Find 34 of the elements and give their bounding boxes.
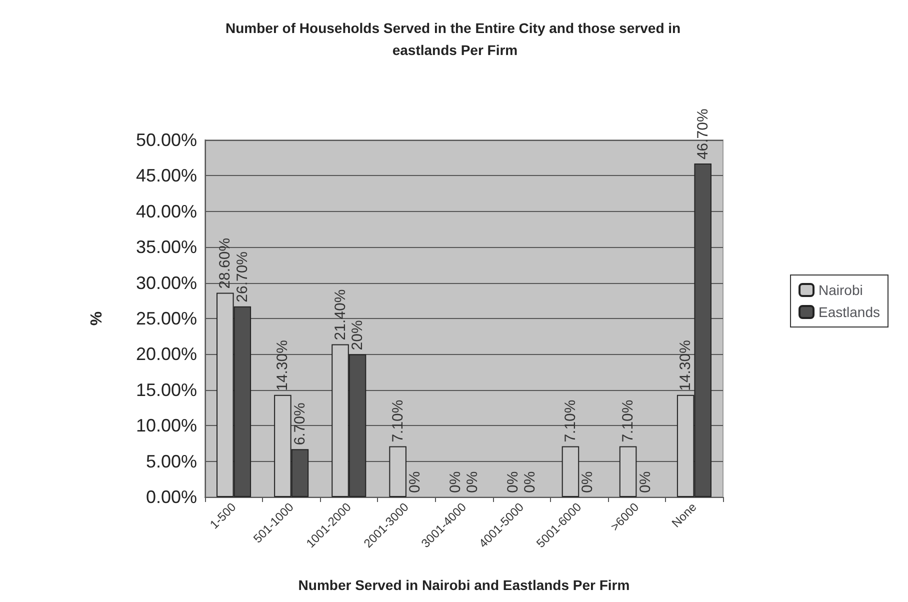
legend-label: Nairobi (818, 282, 863, 298)
y-tick-label: 45.00% (136, 166, 197, 186)
data-label: 46.70% (694, 108, 712, 160)
data-label: 7.10% (620, 400, 637, 442)
data-label: 14.30% (274, 340, 292, 391)
y-tick-label: 35.00% (136, 237, 197, 258)
data-label: 7.10% (389, 400, 406, 442)
data-label: 0% (406, 471, 424, 493)
data-label: 6.70% (291, 402, 308, 446)
data-label: 14.30% (677, 340, 694, 391)
y-tick-label: 10.00% (136, 416, 197, 436)
y-tick-label: 0.00% (146, 487, 197, 507)
data-label: 0% (579, 471, 596, 493)
data-label: 0% (522, 471, 539, 493)
data-label: 0% (446, 471, 464, 493)
data-label: 21.40% (332, 289, 349, 340)
data-label: 20% (349, 320, 366, 350)
data-label: 26.70% (234, 251, 251, 302)
legend-label: Eastlands (818, 304, 880, 320)
y-tick-label: 25.00% (136, 308, 197, 328)
data-label: 7.10% (562, 400, 579, 442)
x-axis-title: Number Served in Nairobi and Eastlands Per Firm (298, 577, 630, 593)
y-tick-label: 15.00% (136, 380, 197, 400)
chart-title: Number of Households Served in the Entire City and those served in eastlands Per Firm (226, 20, 684, 58)
data-label: 0% (636, 471, 654, 493)
data-label: 0% (504, 471, 522, 493)
y-tick-label: 30.00% (136, 272, 197, 293)
data-label: 28.60% (216, 238, 234, 289)
y-tick-label: 5.00% (146, 451, 197, 472)
y-tick-label: 50.00% (136, 130, 197, 150)
y-axis-title: % (88, 311, 106, 326)
data-label: 0% (464, 471, 482, 493)
y-tick-label: 20.00% (136, 344, 197, 364)
y-tick-label: 40.00% (136, 201, 197, 222)
